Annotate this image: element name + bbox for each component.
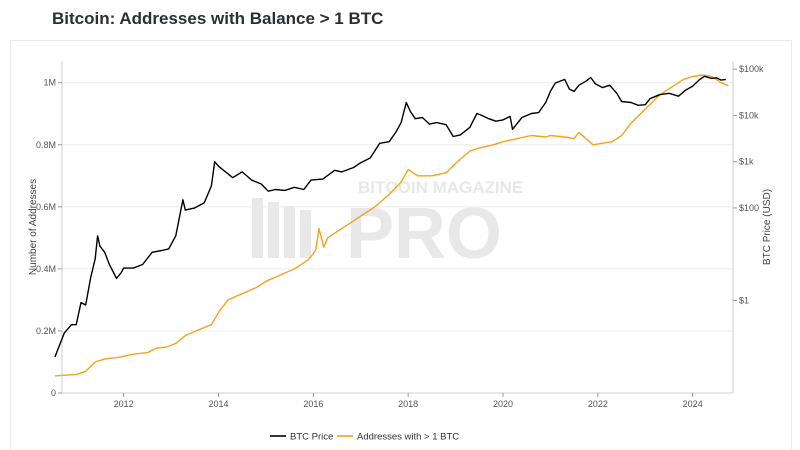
- addresses-line[interactable]: [54, 74, 729, 377]
- y-left-tick-label: 0.6M: [36, 202, 56, 212]
- y-right-tick-label: $100: [739, 203, 759, 213]
- legend-label: Addresses with > 1 BTC: [357, 432, 459, 443]
- y-right-tick-label: $100k: [739, 64, 764, 74]
- legend-item-addresses[interactable]: Addresses with > 1 BTC: [337, 432, 459, 443]
- watermark-logo-bar: [268, 202, 279, 258]
- chart-card: [10, 41, 792, 450]
- x-tick-label: 2014: [208, 399, 228, 409]
- y-left-tick-label: 0.8M: [36, 140, 56, 150]
- watermark-logo-bar: [300, 210, 311, 258]
- x-tick-label: 2020: [493, 399, 513, 409]
- y-left-tick-label: 0.2M: [36, 326, 56, 336]
- right-axis-ticks: $1 $100 $1k $10k $100k: [733, 64, 764, 305]
- y-right-tick-label: $10k: [739, 110, 759, 120]
- x-tick-label: 2022: [588, 399, 608, 409]
- legend-item-btc-price[interactable]: BTC Price: [270, 432, 333, 443]
- x-tick-label: 2018: [398, 399, 418, 409]
- left-axis-ticks: 0 0.2M 0.4M 0.6M 0.8M 1M: [36, 78, 62, 398]
- y-axis-left-title: Number of Addresses: [28, 179, 39, 275]
- grid-lines: [62, 82, 733, 332]
- legend[interactable]: BTC Price Addresses with > 1 BTC: [270, 432, 459, 443]
- watermark-line2: PRO: [346, 194, 502, 274]
- x-tick-label: 2024: [683, 399, 703, 409]
- page-title: Bitcoin: Addresses with Balance > 1 BTC: [52, 9, 384, 28]
- y-axis-right-title: BTC Price (USD): [762, 189, 773, 265]
- watermark-line1: BITCOIN MAGAZINE: [358, 178, 523, 197]
- y-left-tick-label: 0: [51, 388, 56, 398]
- series-layer: [54, 74, 729, 377]
- y-right-tick-label: $1k: [739, 157, 754, 167]
- watermark-logo-bar: [252, 198, 263, 258]
- y-left-tick-label: 1M: [43, 78, 56, 88]
- btc-price-line[interactable]: [54, 75, 727, 358]
- x-axis-ticks: 2012 2014 2016 2018 2020 2022 2024: [114, 393, 703, 409]
- y-right-tick-label: $1: [739, 295, 749, 305]
- x-tick-label: 2016: [303, 399, 323, 409]
- watermark-logo-icon: [252, 198, 311, 258]
- title-divider: [10, 40, 792, 41]
- x-tick-label: 2012: [114, 399, 134, 409]
- legend-label: BTC Price: [290, 432, 333, 443]
- watermark-logo-bar: [284, 206, 295, 258]
- y-left-tick-label: 0.4M: [36, 264, 56, 274]
